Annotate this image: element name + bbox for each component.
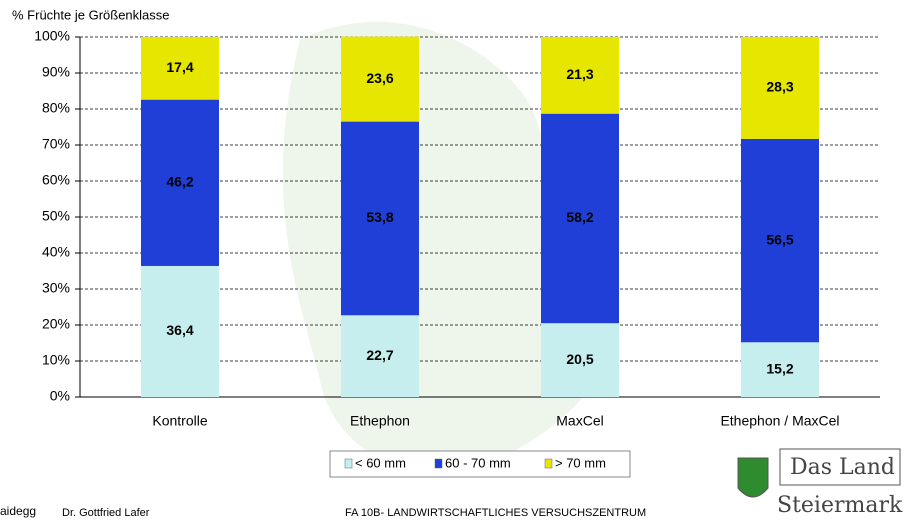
y-tick-label: 80%: [42, 100, 70, 116]
bar-segment: [741, 138, 819, 343]
x-tick-label: Ethephon: [350, 413, 410, 429]
value-label: 15,2: [766, 360, 793, 376]
bar-segment: [341, 36, 419, 122]
bar-segment: [541, 323, 619, 397]
legend-swatch: [344, 458, 353, 469]
legend-label: < 60 mm: [355, 455, 406, 470]
y-tick-label: 40%: [42, 244, 70, 260]
logo-line2: Steiermark: [777, 493, 903, 518]
value-label: 23,6: [366, 70, 393, 86]
y-tick-label: 50%: [42, 208, 70, 224]
y-tick-label: 70%: [42, 136, 70, 152]
bar-segment: [341, 315, 419, 397]
footer-author: Dr. Gottfried Lafer: [62, 507, 150, 519]
x-tick-label: Ethephon / MaxCel: [720, 413, 839, 429]
legend-label: 60 - 70 mm: [445, 455, 511, 470]
value-label: 17,4: [166, 59, 193, 75]
y-tick-label: 20%: [42, 316, 70, 332]
legend-swatch: [434, 458, 443, 469]
legend-box: [329, 450, 631, 478]
value-label: 21,3: [566, 66, 593, 82]
logo-crest: [737, 457, 769, 498]
value-label: 22,7: [366, 347, 393, 363]
value-label: 56,5: [766, 231, 793, 247]
bar-segment: [741, 342, 819, 397]
legend-label: > 70 mm: [555, 455, 606, 470]
value-label: 28,3: [766, 79, 793, 95]
bar-segment: [741, 37, 819, 139]
logo-line1: Das Land: [790, 455, 895, 480]
y-tick-label: 90%: [42, 64, 70, 80]
y-tick-label: 100%: [34, 28, 70, 44]
bar-segment: [341, 121, 419, 316]
y-tick-label: 60%: [42, 172, 70, 188]
y-tick-label: 10%: [42, 352, 70, 368]
value-label: 53,8: [366, 209, 393, 225]
y-tick-label: 30%: [42, 280, 70, 296]
footer-fragment: aidegg: [0, 504, 36, 518]
y-tick-label: 0%: [50, 388, 70, 404]
x-tick-label: Kontrolle: [152, 413, 207, 429]
bar-segment: [541, 37, 619, 114]
value-label: 46,2: [166, 174, 193, 190]
footer-institution: FA 10B- LANDWIRTSCHAFTLICHES VERSUCHSZEN…: [345, 507, 646, 519]
value-label: 36,4: [166, 322, 193, 338]
x-tick-label: MaxCel: [556, 413, 603, 429]
logo-box: [779, 448, 901, 486]
bar-segment: [141, 37, 219, 100]
bar-segment: [141, 99, 219, 266]
value-label: 58,2: [566, 209, 593, 225]
value-label: 20,5: [566, 351, 593, 367]
bar-segment: [541, 113, 619, 324]
legend-swatch: [544, 458, 553, 469]
bar-segment: [141, 265, 219, 397]
y-axis-label: % Früchte je Größenklasse: [12, 7, 170, 22]
